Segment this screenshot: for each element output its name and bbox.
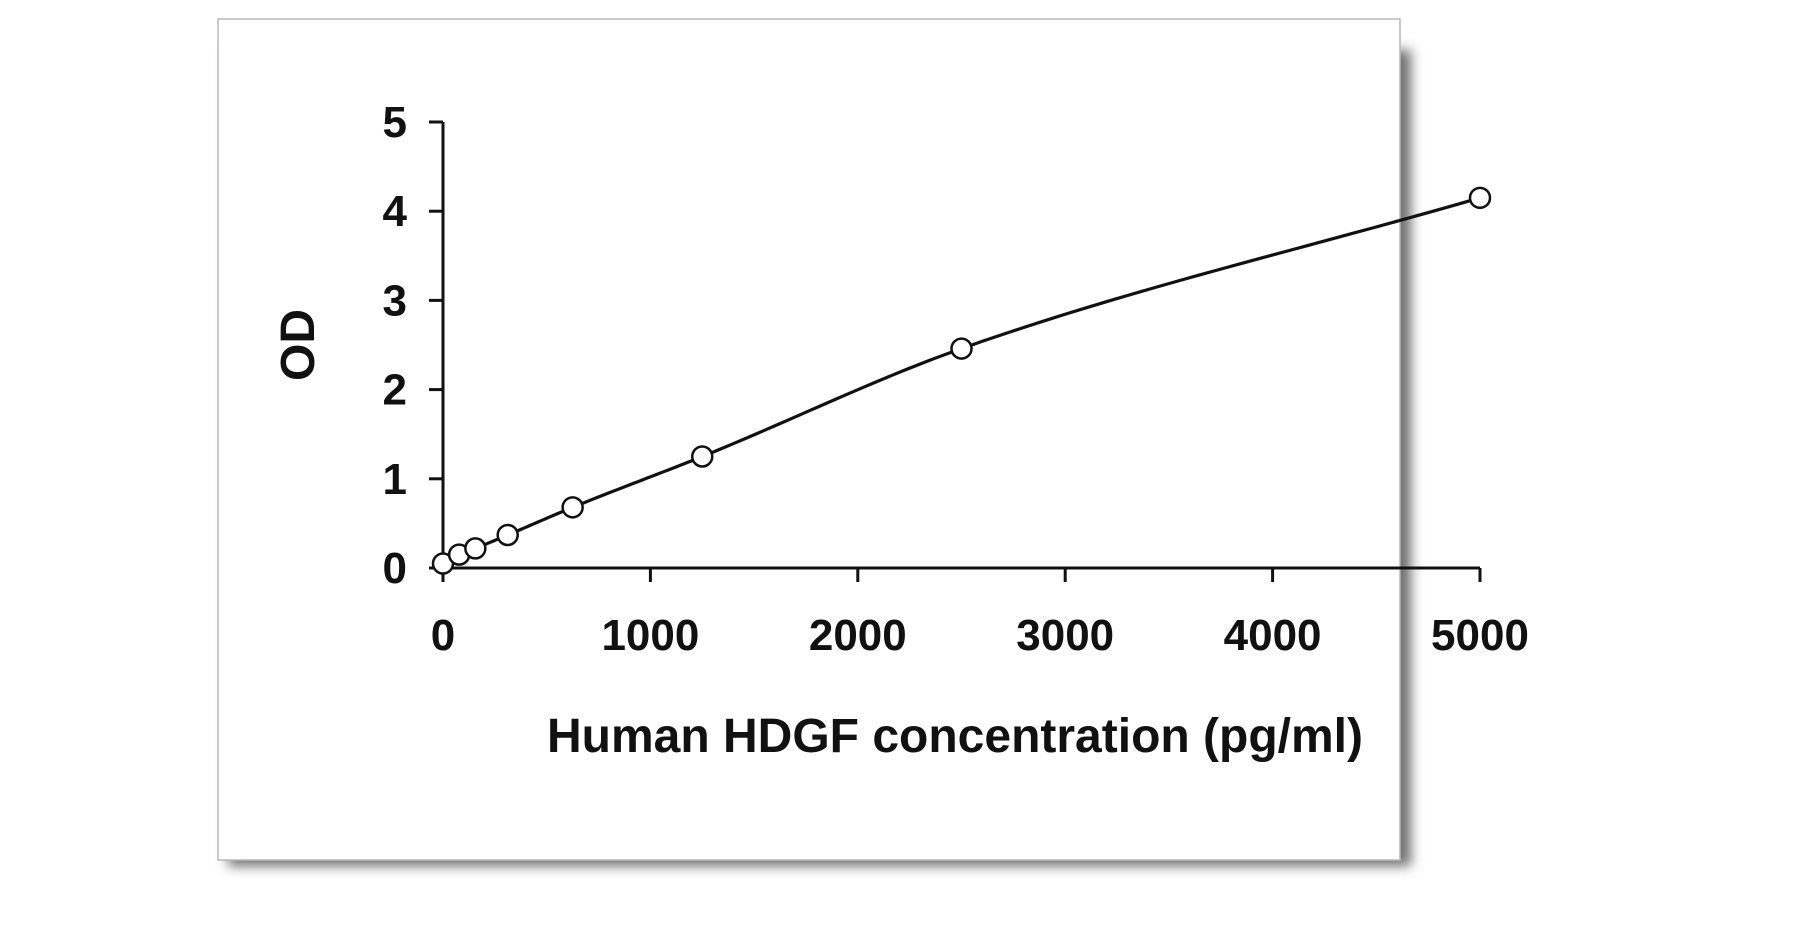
- x-axis-title: Human HDGF concentration (pg/ml): [547, 710, 1363, 763]
- data-point: [561, 496, 584, 519]
- y-tick-label: 3: [383, 276, 407, 325]
- data-point: [950, 337, 973, 360]
- data-points: [431, 186, 1492, 575]
- x-tick-label: 0: [431, 611, 455, 660]
- data-point: [1468, 186, 1492, 210]
- x-tick-label: 3000: [1016, 611, 1114, 660]
- x-tick-label: 2000: [809, 611, 907, 660]
- data-point: [691, 445, 714, 468]
- x-axis: 0 1000 2000 3000 4000 5000: [431, 566, 1529, 660]
- x-tick-label: 1000: [601, 611, 699, 660]
- y-tick-label: 5: [383, 98, 407, 147]
- data-point: [496, 523, 519, 547]
- x-tick-label: 5000: [1431, 611, 1529, 660]
- chart-frame: [217, 18, 1401, 861]
- y-tick-label: 1: [383, 455, 407, 504]
- y-tick-label: 4: [383, 187, 408, 236]
- y-axis-title: OD: [272, 309, 325, 381]
- x-tick-label: 4000: [1224, 611, 1322, 660]
- y-axis: 0 1 2 3 4 5: [383, 98, 445, 593]
- y-tick-label: 2: [383, 366, 407, 415]
- y-tick-label: 0: [383, 544, 407, 593]
- data-point: [464, 537, 487, 560]
